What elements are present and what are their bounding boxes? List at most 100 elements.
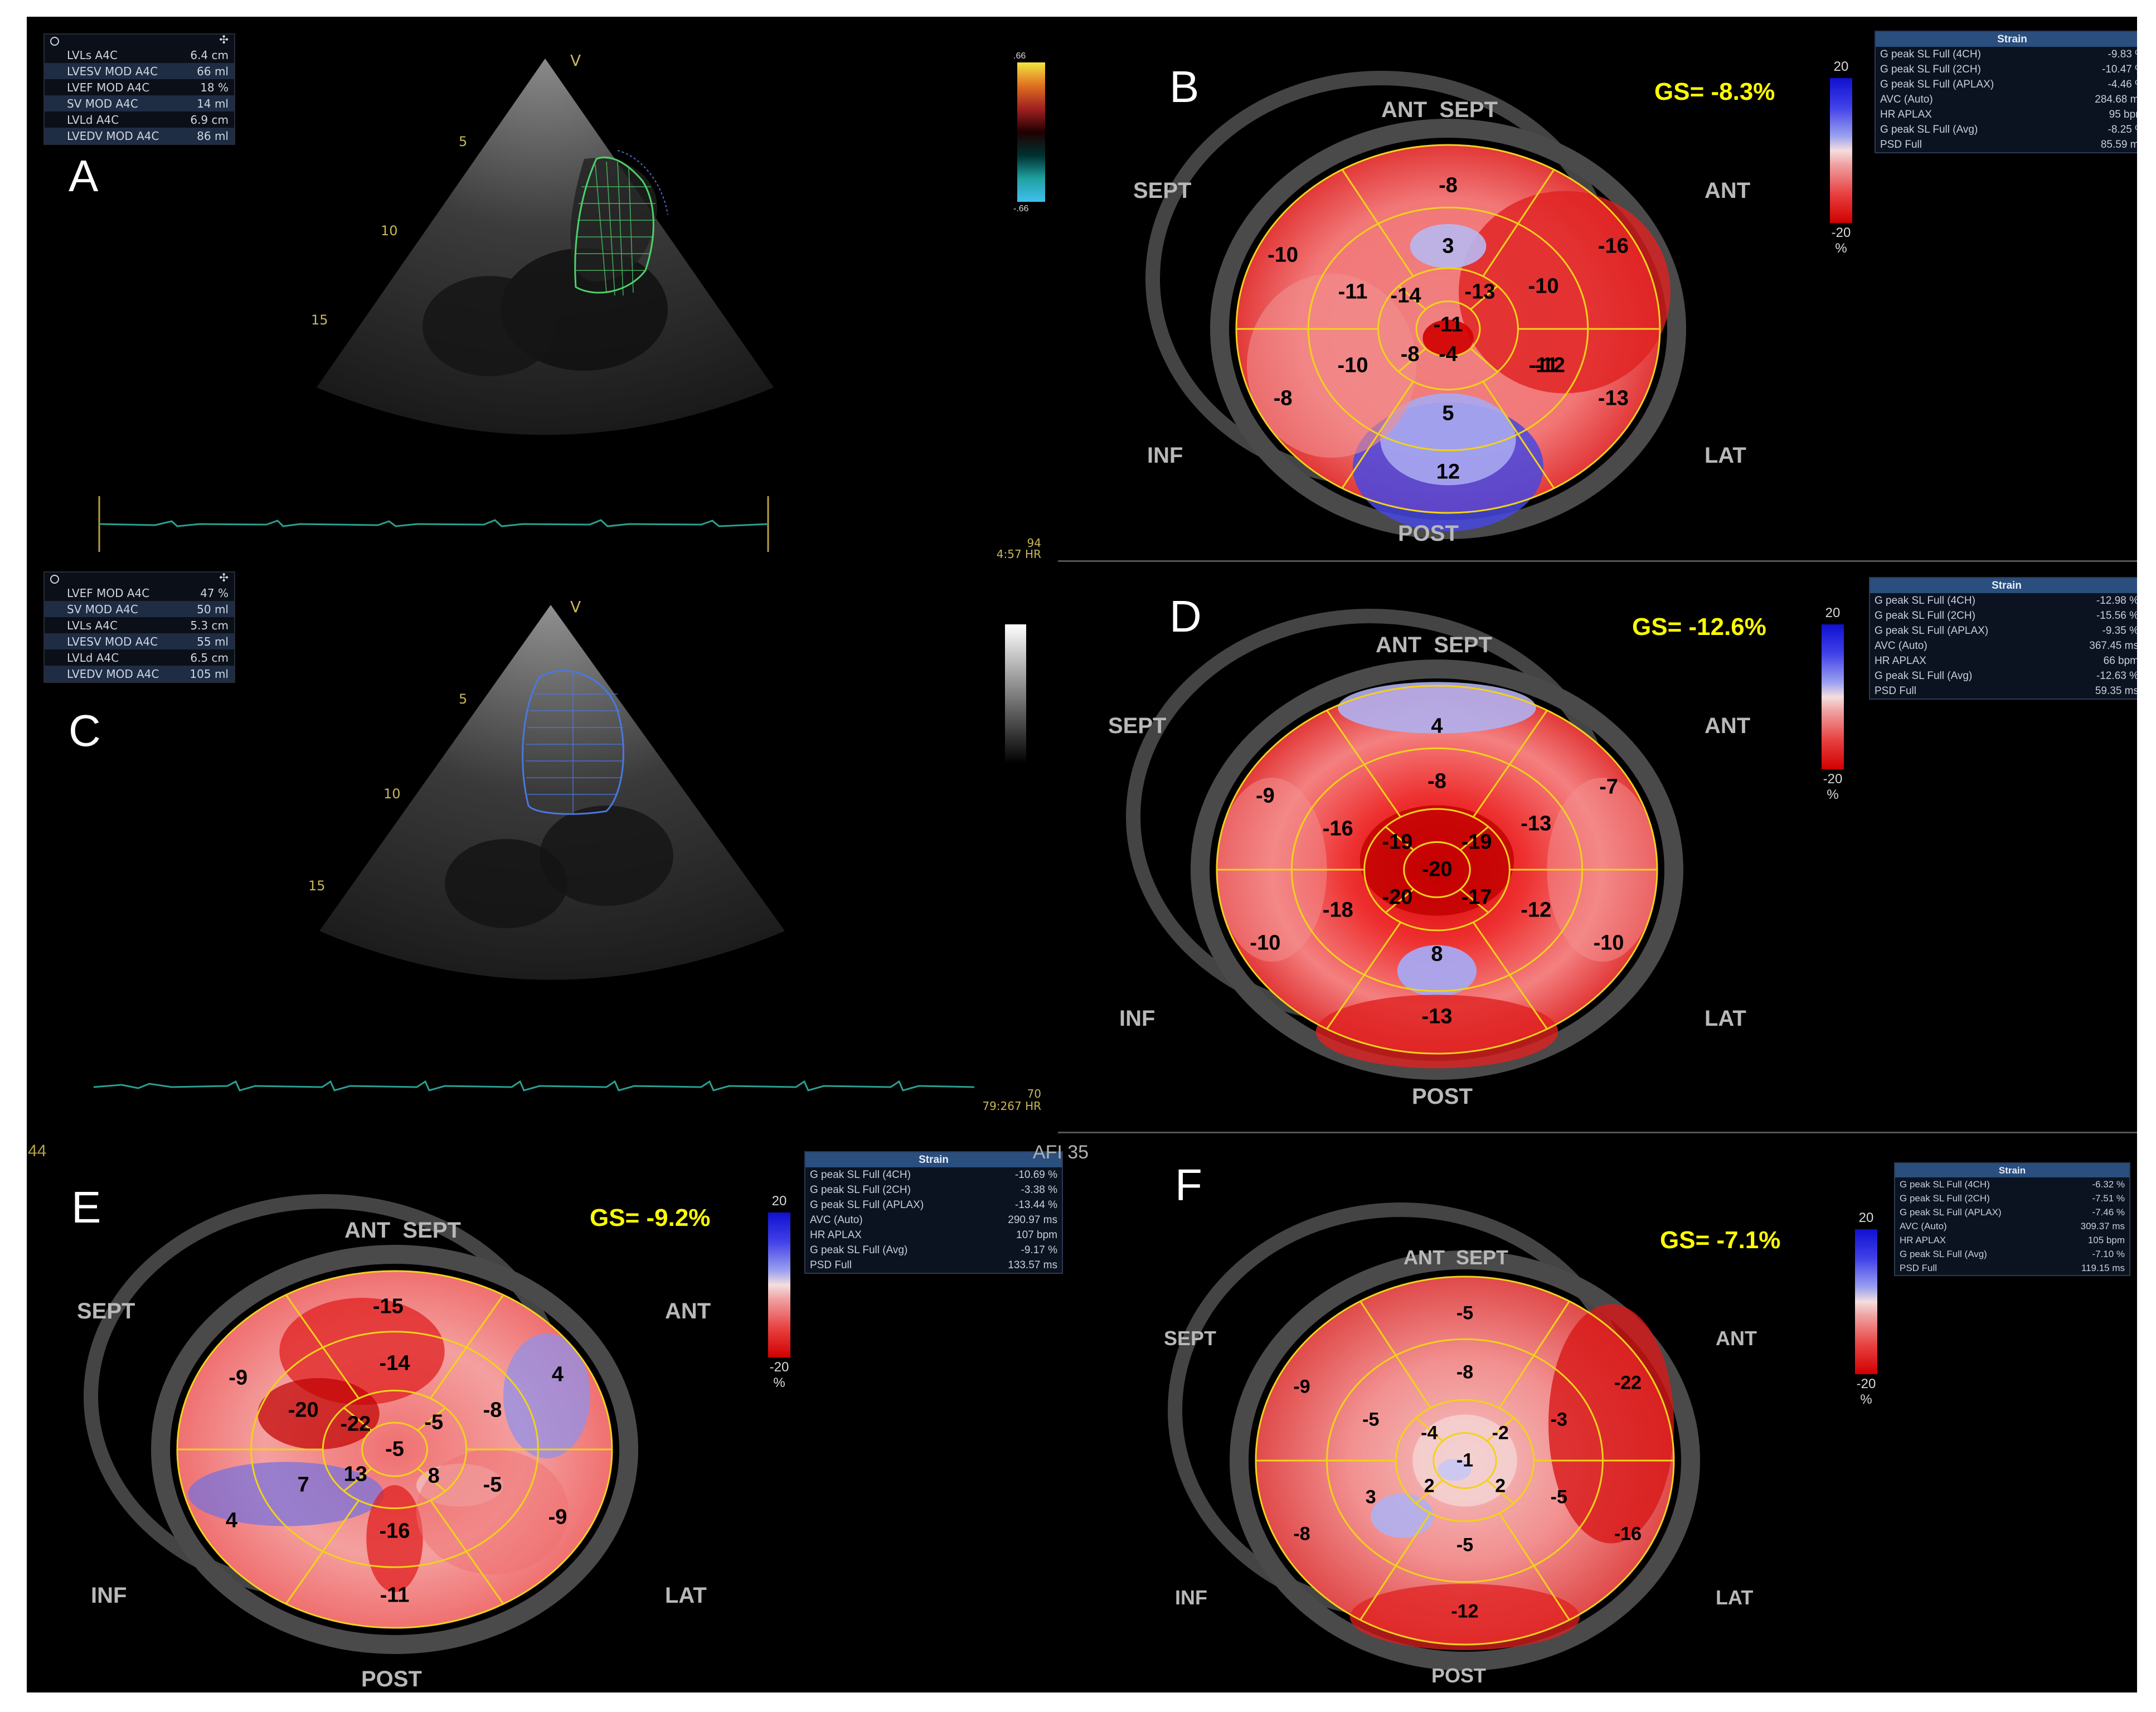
strain-table-row: HR APLAX 105 bpm [1895, 1233, 2129, 1247]
strain-color-scale [1830, 78, 1852, 223]
corner-label-left: 44 [28, 1142, 47, 1160]
segment-divider [1415, 1479, 1444, 1505]
scale-unit-label: % [1835, 241, 1847, 256]
hr-value-c: 70 [1027, 1087, 1041, 1100]
segment-divider [430, 1500, 504, 1604]
scale-bottom-label: -20 [1823, 772, 1843, 787]
segment-value: -8 [483, 1398, 502, 1422]
strain-table-row: AVC (Auto) 284.68 ms [1876, 92, 2137, 107]
panel-label-e: E [71, 1182, 101, 1232]
wall-label-ant-sept: ANT SEPT [1376, 633, 1492, 657]
segment-value: -11 [380, 1583, 410, 1607]
segment-divider [1482, 169, 1555, 277]
strain-table-row: G peak SL Full (Avg) -12.63 % [1870, 668, 2137, 683]
circle-icon [50, 575, 59, 584]
segment-value: 8 [428, 1464, 440, 1488]
outer-ring [151, 1245, 638, 1654]
segment-value: -13 [1521, 812, 1552, 835]
scale-top-label: 20 [1833, 59, 1849, 74]
segment-divider [1482, 381, 1555, 489]
segment-value: -13 [1421, 1005, 1453, 1029]
segment-value: -12 [1521, 898, 1552, 922]
segment-value: -1 [1456, 1449, 1474, 1471]
ecg-trace-c [93, 1080, 975, 1092]
depth-tick-15: 15 [308, 878, 326, 894]
strain-metric-name: AVC (Auto) [1875, 640, 1927, 652]
segment-divider [343, 1467, 372, 1492]
strain-metric-name: G peak SL Full (4CH) [810, 1169, 911, 1181]
strain-region [366, 1485, 423, 1592]
strain-table-row: G peak SL Full (Avg) -7.10 % [1895, 1247, 2129, 1261]
segment-value: -5 [385, 1437, 404, 1461]
strain-region [416, 1449, 569, 1574]
segment-value: 2 [1424, 1475, 1435, 1497]
segment-value: -11 [1528, 353, 1558, 377]
segment-divider [1470, 285, 1498, 311]
panel-label-a: A [69, 151, 99, 201]
segment-value: -10 [1268, 243, 1299, 267]
global-strain-e: GS= -9.2% [590, 1204, 711, 1231]
segment-value: 3 [1365, 1486, 1376, 1508]
segment-divider [1385, 888, 1415, 914]
segment-divider [1341, 169, 1414, 277]
panel-b: B GS= -8.3% -8 -16 -13 12 -8 -10 -10 -12 -4 -8 -11 -1… [1064, 17, 2137, 560]
strain-metric-value: -3.38 % [1021, 1184, 1057, 1196]
depth-tick-10: 10 [383, 786, 401, 802]
bullseye-plot-d [1126, 609, 1683, 1080]
segment-value: 8 [1431, 942, 1443, 966]
strain-table-row: G peak SL Full (2CH) -15.56 % [1870, 608, 2137, 623]
segment-divider [1486, 1479, 1514, 1505]
strain-table-row: G peak SL Full (2CH) -10.47 % [1876, 62, 2137, 77]
segment-value: 5 [1442, 401, 1454, 425]
segment-ring [1433, 1432, 1497, 1489]
wall-label-sept: SEPT [1108, 714, 1167, 738]
wall-label-sept: SEPT [77, 1299, 135, 1323]
wall-label-sept: SEPT [1133, 178, 1192, 203]
strain-region [1371, 1493, 1434, 1538]
strain-metric-value: 133.57 ms [1008, 1259, 1057, 1271]
segment-value: -11 [1433, 313, 1463, 337]
strain-region [1349, 1584, 1580, 1650]
hr-label-a: 4:57 HR [996, 547, 1041, 561]
segment-value: -8 [1439, 173, 1458, 197]
scale-unit-label: % [1827, 787, 1839, 802]
global-strain-b: GS= -8.3% [1654, 78, 1775, 105]
ecg-trace-a [98, 496, 769, 552]
strain-metric-name: AVC (Auto) [1880, 94, 1933, 105]
segment-value: 4 [1431, 714, 1443, 738]
segment-value: -22 [1614, 1372, 1642, 1394]
panel-label-b: B [1169, 62, 1200, 111]
echo-image-a [317, 59, 774, 435]
strain-metric-value: -4.46 % [2108, 79, 2137, 90]
strain-color-scale [1822, 624, 1844, 769]
strain-table-row: G peak SL Full (APLAX) -9.35 % [1870, 623, 2137, 638]
echo-sector [319, 605, 785, 980]
divider-bd [1058, 560, 2137, 562]
segment-value: -5 [483, 1473, 502, 1497]
strain-table-row: G peak SL Full (4CH) -6.32 % [1895, 1177, 2129, 1191]
echo-image-c [319, 605, 785, 980]
panel-d: D GS= -12.6% 4 -7 -10 -13 -10 -9 -8 -13 -12 -18 -16 -… [1064, 563, 2137, 1112]
hr-label-c: 79:267 HR [982, 1099, 1041, 1113]
strain-table-row: G peak SL Full (APLAX) -13.44 % [805, 1197, 1062, 1213]
strain-metric-value: -10.69 % [1014, 1169, 1057, 1181]
strain-metric-name: G peak SL Full (APLAX) [1900, 1207, 2002, 1218]
segment-value: -13 [1597, 386, 1629, 410]
segment-divider [430, 1294, 504, 1399]
wall-label-inf: INF [1147, 443, 1183, 468]
scale-top-label: 20 [1825, 605, 1841, 620]
segment-value: -22 [340, 1412, 371, 1436]
strain-metric-value: 105 bpm [2087, 1235, 2125, 1245]
strain-metric-name: G peak SL Full (2CH) [810, 1184, 911, 1196]
segment-value: -10 [1528, 274, 1559, 298]
strain-table-row: PSD Full 133.57 ms [805, 1258, 1062, 1273]
segment-value: -5 [1456, 1302, 1474, 1324]
strain-metric-name: PSD Full [1875, 685, 1916, 697]
strain-metric-name: G peak SL Full (APLAX) [1875, 625, 1989, 637]
segment-divider [1472, 710, 1548, 818]
strain-table-header: Strain [805, 1152, 1062, 1167]
wall-label-ant: ANT [1705, 714, 1751, 738]
depth-tick-5: 5 [459, 691, 468, 707]
segment-value: -8 [1273, 386, 1293, 410]
